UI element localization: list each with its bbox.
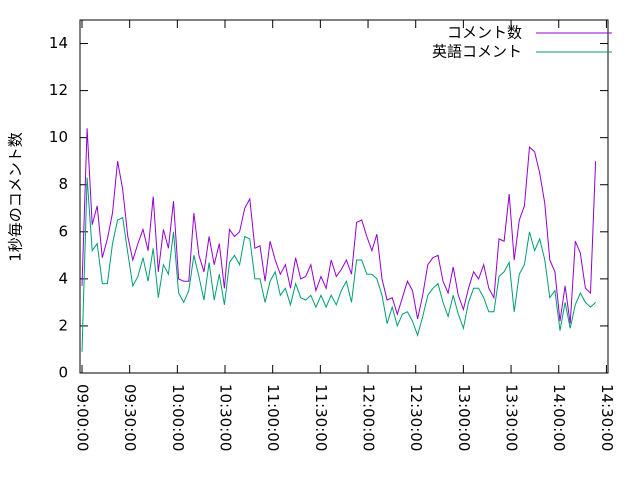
y-tick-label: 8 [58, 175, 68, 193]
y-tick-label: 6 [58, 222, 68, 240]
x-tick-label: 12:00:00 [360, 384, 378, 451]
y-tick-label: 2 [58, 316, 68, 334]
y-axis-label: 1秒毎のコメント数 [7, 132, 25, 262]
x-tick-label: 09:30:00 [121, 384, 139, 451]
legend-label: 英語コメント [432, 43, 522, 61]
x-tick-label: 09:00:00 [73, 384, 91, 451]
x-tick-label: 10:30:00 [217, 384, 235, 451]
x-tick-label: 13:00:00 [455, 384, 473, 451]
data-line [81, 177, 596, 352]
y-tick-label: 14 [49, 34, 68, 52]
x-tick-label: 14:00:00 [550, 384, 568, 451]
plot-frame [79, 19, 609, 374]
x-tick-label: 10:00:00 [169, 384, 187, 451]
x-tick-label: 11:30:00 [312, 384, 330, 451]
legend-label: コメント数 [447, 24, 522, 42]
x-tick-label: 14:30:00 [598, 384, 616, 451]
x-tick-label: 11:00:00 [264, 384, 282, 451]
x-tick-label: 13:30:00 [503, 384, 521, 451]
y-tick-label: 0 [58, 364, 68, 382]
x-tick-label: 12:30:00 [407, 384, 425, 451]
data-line [81, 128, 597, 324]
y-tick-label: 4 [58, 269, 68, 287]
y-tick-label: 10 [49, 128, 68, 146]
y-tick-label: 12 [49, 81, 68, 99]
